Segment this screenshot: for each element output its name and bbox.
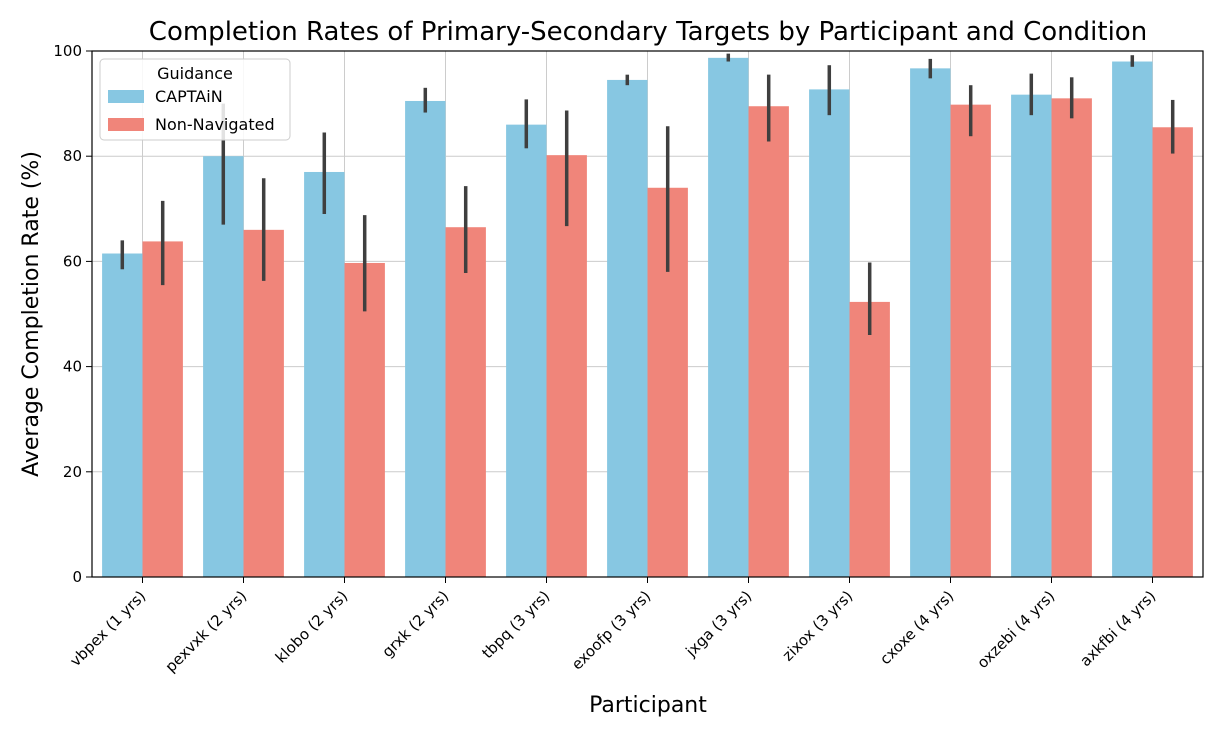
y-tick-label: 20 xyxy=(63,463,82,481)
bar-non-navigated xyxy=(849,301,890,577)
bar-captain xyxy=(1112,61,1153,577)
x-tick-label: pexvxk (2 yrs) xyxy=(162,587,251,676)
bar-captain xyxy=(708,57,749,577)
legend-swatch-non-navigated xyxy=(108,118,144,131)
bar-captain xyxy=(1011,94,1052,578)
x-tick-label: oxzebi (4 yrs) xyxy=(973,587,1058,672)
bar-captain xyxy=(809,89,850,577)
bar-captain xyxy=(102,253,143,577)
bar-non-navigated xyxy=(142,241,183,578)
legend-label-non-navigated: Non-Navigated xyxy=(155,115,275,134)
x-tick-label: jxga (3 yrs) xyxy=(682,587,756,661)
y-tick-label: 0 xyxy=(72,568,82,586)
bar-non-navigated xyxy=(243,229,284,577)
x-tick-label: exoofp (3 yrs) xyxy=(568,587,654,673)
x-axis: vbpex (1 yrs) pexvxk (2 yrs) klobo (2 yrs)… xyxy=(66,577,1159,676)
legend-swatch-captain xyxy=(108,90,144,103)
legend: Guidance CAPTAiN Non-Navigated xyxy=(99,58,291,141)
bar-non-navigated xyxy=(445,227,486,577)
y-axis: 0 20 40 60 80 100 xyxy=(53,42,92,586)
x-tick-label: grxk (2 yrs) xyxy=(378,587,452,661)
x-tick-label: cxoxe (4 yrs) xyxy=(876,587,957,668)
y-tick-label: 40 xyxy=(63,358,82,376)
y-axis-label: Average Completion Rate (%) xyxy=(19,151,44,477)
y-tick-label: 60 xyxy=(63,252,82,270)
bar-captain xyxy=(910,68,951,577)
bar-non-navigated xyxy=(950,104,991,577)
legend-label-captain: CAPTAiN xyxy=(155,87,223,106)
y-tick-label: 80 xyxy=(63,147,82,165)
bar-non-navigated xyxy=(748,106,789,577)
bar-captain xyxy=(607,79,648,578)
x-tick-label: tbpq (3 yrs) xyxy=(478,587,553,662)
bar-captain xyxy=(203,156,244,577)
x-tick-label: zixox (3 yrs) xyxy=(779,587,857,665)
bar-non-navigated xyxy=(344,262,385,577)
bar-non-navigated xyxy=(1152,127,1193,578)
bar-captain xyxy=(506,124,547,577)
x-axis-label: Participant xyxy=(589,693,707,718)
legend-title: Guidance xyxy=(157,64,233,83)
legend-box xyxy=(99,58,291,141)
bar-non-navigated xyxy=(1051,98,1092,577)
bar-captain xyxy=(405,100,446,577)
x-tick-label: vbpex (1 yrs) xyxy=(66,587,149,670)
y-tick-label: 100 xyxy=(53,42,82,60)
bar-captain xyxy=(304,171,345,578)
x-tick-label: axkfbi (4 yrs) xyxy=(1076,587,1159,670)
bar-layer xyxy=(102,57,1193,578)
chart-title: Completion Rates of Primary-Secondary Ta… xyxy=(149,17,1147,47)
x-tick-label: klobo (2 yrs) xyxy=(272,587,351,666)
